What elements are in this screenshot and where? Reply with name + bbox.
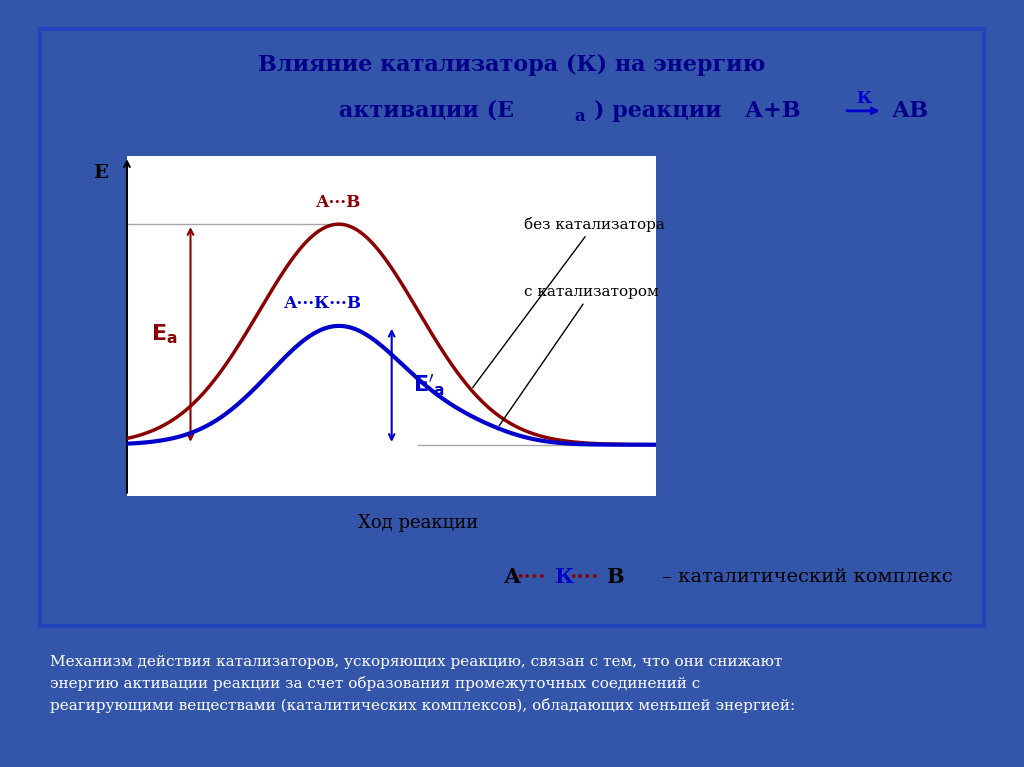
Text: E: E (93, 164, 108, 183)
Text: А···К···В: А···К···В (284, 295, 361, 312)
Text: А: А (504, 568, 520, 588)
Text: $\mathbf{E'_a}$: $\mathbf{E'_a}$ (413, 373, 444, 398)
Text: Ход реакции: Ход реакции (358, 514, 478, 532)
Text: $\mathbf{E_a}$: $\mathbf{E_a}$ (151, 323, 177, 346)
Text: К: К (555, 568, 574, 588)
Text: Влияние катализатора (К) на энергию: Влияние катализатора (К) на энергию (258, 54, 766, 77)
Text: с катализатором: с катализатором (499, 285, 658, 426)
Text: активации (Е: активации (Е (339, 100, 514, 122)
Text: А···В: А···В (316, 193, 361, 211)
Text: ) реакции   А+В: ) реакции А+В (594, 100, 801, 122)
Text: Механизм действия катализаторов, ускоряющих реакцию, связан с тем, что они снижа: Механизм действия катализаторов, ускоряю… (50, 655, 796, 713)
Text: В: В (606, 568, 624, 588)
Text: ····: ···· (569, 568, 599, 588)
Text: К: К (856, 91, 870, 107)
Text: без катализатора: без катализатора (473, 217, 665, 387)
Text: – каталитический комплекс: – каталитический комплекс (656, 568, 953, 587)
Text: ····: ···· (516, 568, 546, 588)
Text: а: а (574, 108, 586, 126)
Text: АВ: АВ (892, 100, 930, 122)
